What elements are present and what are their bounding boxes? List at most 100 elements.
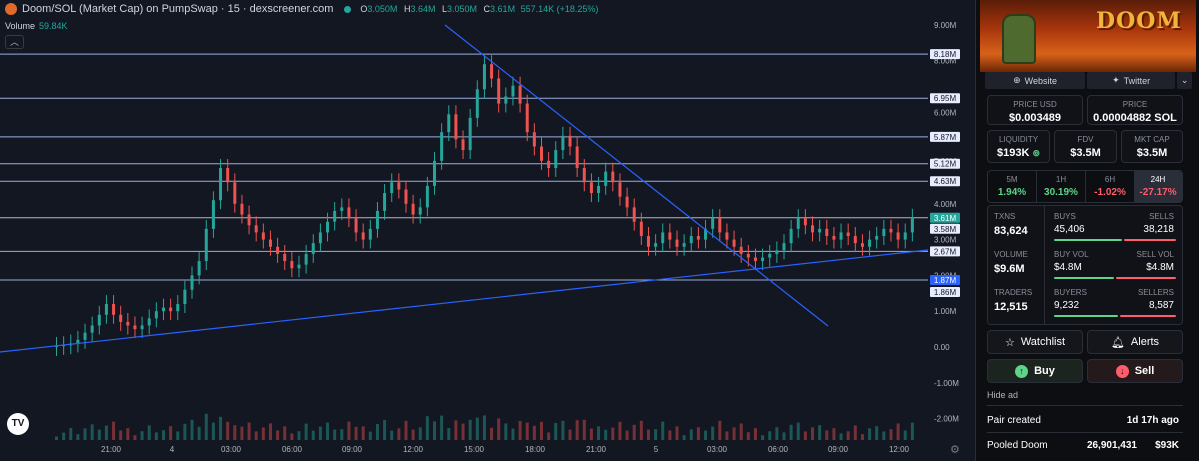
x-tick-label: 21:00 bbox=[586, 445, 607, 454]
volume-bar bbox=[375, 424, 379, 440]
candle-body bbox=[76, 339, 80, 344]
candle-body bbox=[55, 345, 58, 347]
volume-bar bbox=[433, 421, 437, 440]
candle-body bbox=[689, 236, 693, 244]
candle-body bbox=[818, 228, 822, 233]
volume-bar bbox=[839, 433, 843, 440]
timeframe-tabs: 5M 1.94% 1H 30.19% 6H -1.02% 24H -27.17% bbox=[987, 170, 1183, 203]
volume-bar bbox=[354, 426, 358, 440]
price-usd-card: PRICE USD $0.003489 bbox=[987, 95, 1083, 125]
price-sol-card: PRICE 0.00004882 SOL bbox=[1087, 95, 1183, 125]
candle-body bbox=[739, 246, 743, 254]
price-chart[interactable]: Doom/SOL (Market Cap) on PumpSwap · 15 ·… bbox=[0, 0, 975, 461]
volume-bar bbox=[97, 429, 101, 440]
candle-body bbox=[311, 243, 315, 254]
candle-body bbox=[682, 243, 686, 247]
volume-bar bbox=[211, 422, 215, 440]
candle-body bbox=[390, 182, 394, 194]
candle-body bbox=[154, 311, 158, 319]
volume-bar bbox=[326, 422, 330, 440]
volume-bar bbox=[860, 434, 864, 440]
candle-body bbox=[875, 236, 879, 240]
candle-body bbox=[803, 218, 807, 226]
candle-body bbox=[761, 257, 765, 262]
candle-body bbox=[276, 246, 280, 254]
candle-body bbox=[354, 218, 358, 233]
volume-bar bbox=[782, 432, 786, 440]
candle-body bbox=[518, 85, 522, 104]
x-tick-label: 5 bbox=[654, 445, 659, 454]
candle-body bbox=[675, 239, 679, 247]
volume-bar bbox=[233, 425, 237, 440]
tab-5m[interactable]: 5M 1.94% bbox=[997, 175, 1027, 198]
candle-body bbox=[825, 228, 829, 237]
candle-body bbox=[62, 345, 66, 347]
candle-body bbox=[589, 182, 593, 194]
volume-bar bbox=[475, 417, 479, 440]
y-tick-label: 3.00M bbox=[934, 236, 957, 245]
tab-6h[interactable]: 6H -1.02% bbox=[1085, 171, 1134, 202]
candle-body bbox=[882, 228, 886, 237]
buy-button[interactable]: ↑ Buy bbox=[987, 359, 1083, 383]
pair-created-row: Pair created 1d 17h ago bbox=[987, 415, 1179, 426]
fdv-value: $3.5M bbox=[1070, 147, 1101, 159]
volume-bar bbox=[903, 430, 907, 440]
y-tick-label: 6.00M bbox=[934, 109, 957, 118]
volume-bar bbox=[383, 420, 387, 440]
volume-bar bbox=[461, 423, 465, 440]
volume-bar bbox=[333, 429, 337, 440]
twitter-link[interactable]: ✦ Twitter bbox=[1087, 72, 1176, 89]
candle-body bbox=[140, 325, 144, 330]
volume-bar bbox=[811, 427, 815, 440]
tradingview-logo[interactable]: TV bbox=[7, 413, 29, 435]
volume-bar bbox=[618, 421, 622, 440]
candle-body bbox=[425, 185, 429, 208]
tab-24h[interactable]: 24H -27.17% bbox=[1134, 171, 1182, 202]
volume-bar bbox=[69, 428, 73, 440]
candle-body bbox=[568, 135, 572, 147]
x-tick-label: 15:00 bbox=[464, 445, 485, 454]
liquidity-value: $193K bbox=[996, 147, 1030, 159]
price-level-tag bbox=[930, 212, 960, 223]
volume-bar bbox=[411, 429, 415, 440]
candle-body bbox=[83, 332, 87, 340]
watchlist-button[interactable]: ☆ Watchlist bbox=[987, 330, 1083, 354]
hide-ad-link[interactable]: Hide ad bbox=[987, 390, 1019, 400]
doomguy-image bbox=[1002, 14, 1036, 64]
traders-row: TRADERS 12,515 BUYERS 9,232 SELLERS 8,587 bbox=[988, 284, 1184, 322]
tab-1h[interactable]: 1H 30.19% bbox=[1036, 171, 1085, 202]
sell-button[interactable]: ↓ Sell bbox=[1087, 359, 1183, 383]
gear-icon[interactable]: ⚙ bbox=[950, 444, 960, 456]
more-links-button[interactable]: ⌄ bbox=[1177, 72, 1192, 89]
lock-icon: ⊚ bbox=[1032, 148, 1041, 158]
volume-bar bbox=[597, 426, 601, 440]
candle-body bbox=[768, 253, 772, 258]
candle-body bbox=[261, 232, 265, 240]
volume-bar bbox=[525, 422, 529, 440]
candle-body bbox=[204, 228, 208, 262]
alerts-button[interactable]: 🔔︎ Alerts bbox=[1087, 330, 1183, 354]
mktcap-card: MKT CAP $3.5M bbox=[1121, 130, 1183, 163]
website-link[interactable]: ⊕ Website bbox=[985, 72, 1086, 89]
volume-bar bbox=[190, 419, 194, 440]
candle-body bbox=[668, 232, 672, 240]
candle-body bbox=[176, 304, 180, 312]
collapse-legend-button[interactable]: ︿ bbox=[5, 35, 24, 49]
globe-icon: ⊕ bbox=[1013, 75, 1021, 85]
volume-bar bbox=[725, 431, 729, 440]
txns-row: TXNS 83,624 BUYS 45,406 SELLS 38,218 bbox=[988, 208, 1184, 246]
price-level-label: 5.87M bbox=[934, 133, 957, 142]
y-tick-label: 0.00 bbox=[934, 343, 950, 352]
volume-bar bbox=[219, 416, 223, 440]
x-tick-label: 09:00 bbox=[342, 445, 363, 454]
volume-bar bbox=[775, 427, 779, 440]
volume-bar bbox=[318, 426, 322, 440]
volume-bar bbox=[768, 431, 772, 440]
volume-bar bbox=[803, 431, 807, 440]
candle-body bbox=[318, 232, 322, 244]
volume-bar bbox=[454, 420, 458, 440]
candle-body bbox=[846, 232, 850, 237]
candle-body bbox=[97, 314, 101, 326]
x-tick-label: 09:00 bbox=[828, 445, 849, 454]
volume-bar bbox=[290, 433, 294, 440]
